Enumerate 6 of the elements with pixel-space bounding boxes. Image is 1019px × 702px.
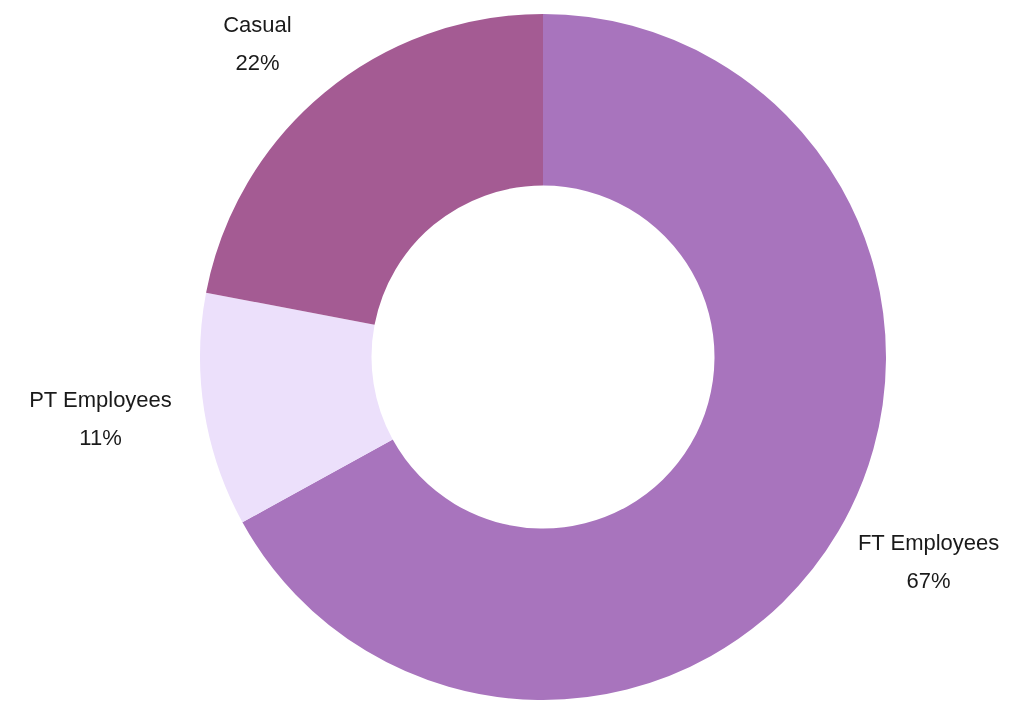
data-label: 11% bbox=[79, 425, 122, 451]
slice-label: Casual bbox=[223, 12, 292, 37]
data-label: 22% bbox=[235, 50, 280, 75]
slice-label: FT Employees bbox=[857, 530, 1000, 556]
data-label: 67% bbox=[906, 568, 951, 594]
slice-label: PT Employees bbox=[29, 387, 172, 413]
